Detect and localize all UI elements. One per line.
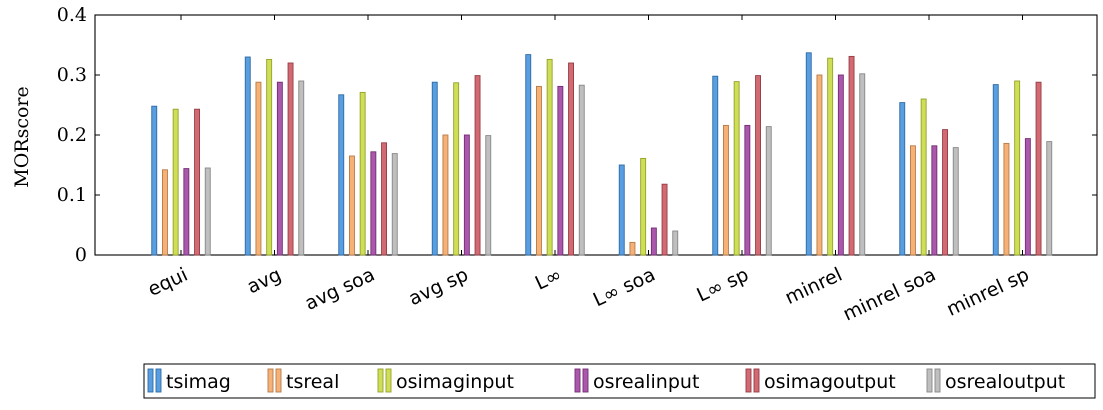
legend-label: osimaginput	[396, 371, 514, 393]
legend-label: osrealinput	[593, 371, 699, 393]
x-tick-label: avg	[244, 264, 285, 299]
bar-osrealoutput	[765, 126, 772, 256]
legend-swatch-osimagoutput	[753, 368, 760, 393]
bar-tsimag	[244, 56, 251, 256]
legend-swatch-osimagoutput	[745, 368, 752, 393]
legend-swatch-osrealoutput	[934, 368, 941, 393]
legend-swatch-osimaginput	[377, 368, 384, 393]
bar-osimagoutput	[381, 142, 387, 256]
legend-swatch-osimaginput	[385, 368, 392, 393]
bar-osimaginput	[266, 58, 273, 256]
bar-osimaginput	[827, 57, 834, 256]
bar-osrealinput	[1024, 138, 1031, 256]
legend-swatch-tsimag	[155, 368, 162, 393]
bar-osimaginput	[546, 58, 553, 256]
bar-tsimag	[338, 94, 345, 256]
bar-tsimag	[992, 84, 999, 256]
legend: tsimag tsreal osimaginput osrealinput osimag…	[143, 363, 1096, 399]
bar-osrealoutput	[204, 167, 211, 256]
y-tick-label: 0.1	[57, 184, 87, 206]
bar-tsimag	[431, 81, 438, 256]
x-tick-label: L∞ sp	[693, 264, 752, 307]
bar-osimaginput	[453, 82, 460, 256]
bar-osimagoutput	[848, 55, 855, 256]
y-tick-label: 0.4	[57, 4, 87, 26]
bar-tsimag	[899, 102, 906, 256]
bar-osimagoutput	[942, 129, 948, 256]
bar-tsreal	[816, 74, 823, 256]
bar-osimaginput	[733, 81, 740, 256]
bar-tsreal	[1003, 142, 1010, 256]
x-tick-label: L∞	[532, 264, 565, 295]
legend-label: osrealoutput	[945, 371, 1065, 393]
bar-osrealinput	[370, 151, 377, 256]
bar-tsreal	[255, 81, 262, 256]
bar-osrealinput	[931, 145, 938, 256]
bar-osimagoutput	[474, 75, 481, 256]
bar-osimagoutput	[194, 108, 201, 256]
bar-osrealoutput	[952, 147, 959, 256]
bar-tsreal	[629, 241, 636, 256]
bar-osrealoutput	[859, 73, 866, 256]
bar-tsimag	[618, 164, 625, 256]
x-tick-label: minrel soa	[840, 264, 939, 326]
bar-tsimag	[805, 52, 812, 256]
legend-swatch-osrealoutput	[926, 368, 933, 393]
x-tick-label: L∞ soa	[590, 264, 659, 312]
bar-osrealinput	[744, 124, 751, 256]
x-tick-label: minrel	[782, 264, 846, 309]
bars	[151, 52, 1053, 256]
bar-tsimag	[151, 105, 158, 256]
bar-osrealinput	[276, 81, 283, 256]
bar-osrealinput	[463, 134, 470, 256]
bar-osimagoutput	[661, 183, 668, 256]
legend-label: tsimag	[166, 371, 231, 393]
bar-osimaginput	[172, 108, 179, 256]
legend-swatch-osrealinput	[582, 368, 589, 393]
bar-tsimag	[525, 54, 532, 256]
x-tick-label: avg soa	[302, 264, 379, 315]
bar-osrealinput	[183, 168, 190, 256]
bar-osrealoutput	[485, 135, 492, 256]
bar-osrealinput	[837, 74, 844, 256]
bar-osimaginput	[1014, 80, 1021, 256]
bar-osrealoutput	[298, 80, 305, 256]
legend-label: osimagoutput	[764, 371, 896, 393]
legend-swatch-tsreal	[275, 368, 282, 393]
bar-tsimag	[712, 75, 719, 256]
bar-osimagoutput	[755, 75, 761, 256]
y-tick-label: 0.3	[57, 64, 87, 86]
bar-osrealoutput	[1046, 141, 1053, 256]
y-axis-label: MORscore	[11, 86, 33, 188]
bar-osrealinput	[557, 85, 564, 256]
y-tick-label: 0.2	[57, 124, 87, 146]
y-tick-label: 0	[75, 244, 87, 266]
bar-osrealoutput	[391, 153, 398, 256]
bar-osimaginput	[920, 98, 927, 256]
legend-swatch-osrealinput	[574, 368, 581, 393]
x-tick-label: avg sp	[405, 264, 471, 311]
bar-osimaginput	[359, 91, 366, 256]
bar-osrealoutput	[578, 84, 585, 256]
bar-tsreal	[910, 145, 916, 256]
bar-osimagoutput	[568, 62, 574, 256]
x-tick-label: equi	[145, 264, 192, 301]
bar-osrealinput	[650, 227, 657, 256]
bar-osimaginput	[640, 157, 647, 256]
bar-osrealoutput	[672, 230, 679, 256]
y-axis: 0 0.1 0.2 0.3 0.4	[57, 4, 1097, 266]
bar-tsreal	[161, 169, 168, 256]
legend-label: tsreal	[286, 371, 339, 393]
bar-osimagoutput	[1035, 81, 1042, 256]
bar-tsreal	[723, 124, 729, 256]
bar-tsreal	[442, 134, 449, 256]
legend-swatch-tsreal	[267, 368, 274, 393]
x-tick-label: minrel sp	[943, 264, 1032, 321]
bar-osimagoutput	[287, 62, 294, 256]
legend-swatch-tsimag	[147, 368, 154, 393]
bar-tsreal	[536, 85, 542, 256]
bar-tsreal	[349, 155, 355, 256]
